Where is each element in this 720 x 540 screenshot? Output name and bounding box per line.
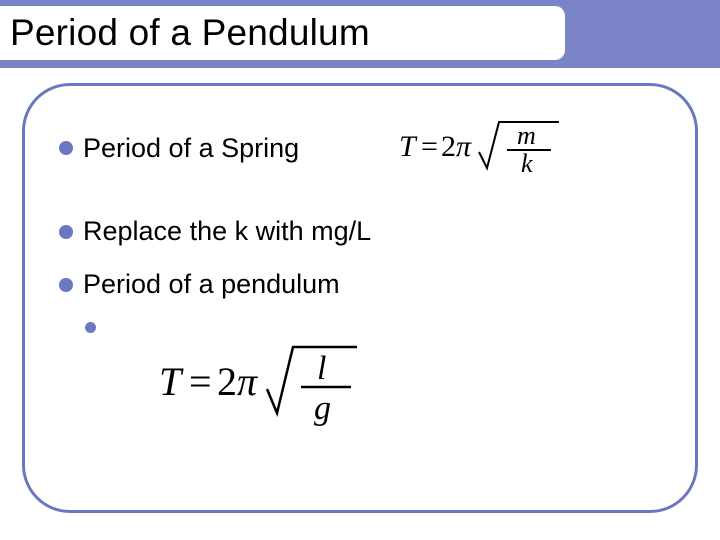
- bullet-row-4: [59, 322, 661, 333]
- svg-text:k: k: [521, 149, 533, 178]
- bullet-icon: [59, 278, 73, 292]
- bullet-icon: [59, 141, 73, 155]
- bullet-text-1: Period of a Spring: [83, 133, 299, 164]
- svg-text:T: T: [399, 130, 418, 163]
- formula-pendulum-block: T = 2 π l g: [159, 341, 661, 434]
- bullet-text-3: Period of a pendulum: [83, 269, 340, 300]
- svg-text:π: π: [237, 359, 258, 404]
- bullet-icon: [85, 322, 96, 333]
- bullet-icon: [59, 225, 73, 239]
- svg-text:=: =: [189, 359, 212, 404]
- bullet-row-2: Replace the k with mg/L: [59, 216, 661, 247]
- row-spring: Period of a Spring T = 2 π m k: [59, 116, 661, 180]
- page-title: Period of a Pendulum: [10, 12, 370, 54]
- title-bar: Period of a Pendulum: [0, 6, 565, 60]
- content-card: Period of a Spring T = 2 π m k Replace t…: [22, 83, 698, 513]
- svg-text:g: g: [314, 390, 331, 427]
- formula-pendulum: T = 2 π l g: [159, 341, 359, 429]
- formula-spring: T = 2 π m k: [399, 116, 564, 180]
- svg-text:T: T: [159, 359, 184, 404]
- svg-text:=: =: [421, 130, 438, 163]
- bullet-row-1: Period of a Spring: [59, 133, 299, 164]
- svg-text:2: 2: [441, 130, 456, 163]
- bullet-row-3: Period of a pendulum: [59, 269, 661, 300]
- svg-text:l: l: [317, 350, 326, 387]
- svg-text:π: π: [456, 130, 472, 163]
- svg-text:2: 2: [217, 359, 237, 404]
- bullet-text-2: Replace the k with mg/L: [83, 216, 371, 247]
- svg-text:m: m: [517, 121, 536, 150]
